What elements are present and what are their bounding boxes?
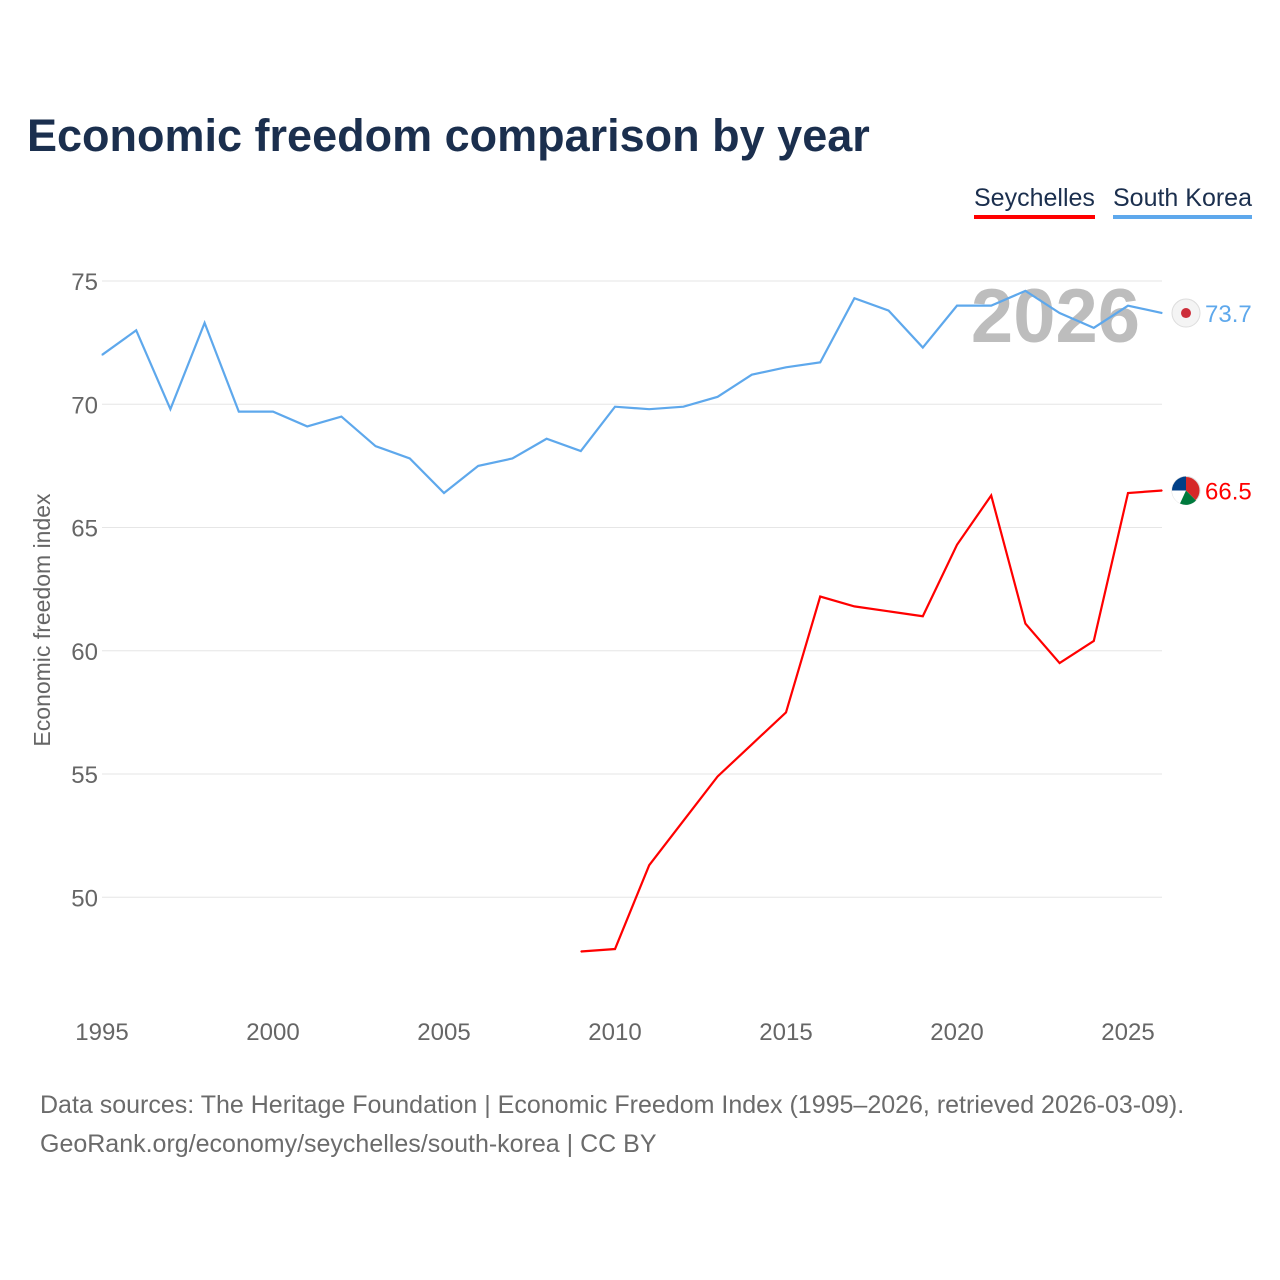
source-note: Data sources: The Heritage Foundation | … [40, 1086, 1184, 1164]
data-point [1093, 327, 1095, 329]
data-point [1127, 492, 1129, 494]
y-tick-label: 70 [71, 392, 98, 419]
y-tick-label: 65 [71, 516, 98, 543]
y-axis-label: Economic freedom index [29, 493, 55, 747]
data-point [956, 544, 958, 546]
data-point [888, 310, 890, 312]
legend-seychelles[interactable]: Seychelles [974, 184, 1095, 219]
flag-stripe [1180, 490, 1196, 505]
data-point [648, 408, 650, 410]
data-point [682, 820, 684, 822]
data-point [853, 297, 855, 299]
y-tick-label: 75 [71, 269, 98, 296]
data-point [785, 711, 787, 713]
x-tick-label: 1995 [75, 1019, 128, 1046]
x-tick-label: 2015 [759, 1019, 812, 1046]
data-point [340, 416, 342, 418]
data-point [443, 492, 445, 494]
data-point [580, 950, 582, 952]
data-point [306, 425, 308, 427]
y-tick-label: 50 [71, 885, 98, 912]
data-point [1093, 640, 1095, 642]
data-point [238, 411, 240, 413]
x-tick-label: 2005 [417, 1019, 470, 1046]
data-point [614, 406, 616, 408]
data-point [409, 457, 411, 459]
data-point [682, 406, 684, 408]
data-point [751, 743, 753, 745]
korea-taegeuk-icon [1181, 308, 1191, 319]
data-point [1127, 305, 1129, 307]
data-point [546, 438, 548, 440]
data-point [1059, 662, 1061, 664]
data-point [853, 605, 855, 607]
chart-title: Economic freedom comparison by year [27, 110, 870, 161]
x-tick-label: 2020 [930, 1019, 983, 1046]
source-line-1: Data sources: The Heritage Foundation | … [40, 1091, 1185, 1119]
legend-south-korea[interactable]: South Korea [1113, 184, 1252, 219]
y-tick-label: 55 [71, 762, 98, 789]
data-point [477, 465, 479, 467]
x-tick-label: 2000 [246, 1019, 299, 1046]
x-tick-label: 2010 [588, 1019, 641, 1046]
data-point [648, 864, 650, 866]
data-point [614, 948, 616, 950]
data-point [717, 396, 719, 398]
data-point [717, 775, 719, 777]
data-point [956, 305, 958, 307]
flag-stripe [1172, 476, 1186, 491]
data-point [101, 354, 103, 356]
x-tick-label: 2025 [1101, 1019, 1154, 1046]
data-point [819, 361, 821, 363]
end-value-label: 73.7 [1205, 301, 1252, 328]
end-value-label: 66.5 [1205, 479, 1252, 506]
series-line-seychelles [580, 489, 1163, 953]
data-point [1161, 312, 1163, 314]
data-point [135, 329, 137, 331]
year-watermark: 2026 [971, 274, 1140, 359]
data-point [511, 457, 513, 459]
y-tick-label: 60 [71, 639, 98, 666]
data-point [580, 450, 582, 452]
series-line-south-korea [101, 289, 1163, 495]
source-line-2[interactable]: GeoRank.org/economy/seychelles/south-kor… [40, 1130, 657, 1158]
data-point [785, 366, 787, 368]
data-point [888, 610, 890, 612]
data-point [922, 615, 924, 617]
data-point [922, 347, 924, 349]
data-point [375, 445, 377, 447]
data-point [204, 322, 206, 324]
data-point [272, 411, 274, 413]
data-point [1024, 290, 1026, 292]
data-point [1059, 312, 1061, 314]
data-point [1024, 623, 1026, 625]
data-point [169, 408, 171, 410]
data-point [1161, 490, 1163, 492]
data-point [990, 305, 992, 307]
data-point [819, 596, 821, 598]
data-point [990, 494, 992, 496]
data-point [751, 374, 753, 376]
